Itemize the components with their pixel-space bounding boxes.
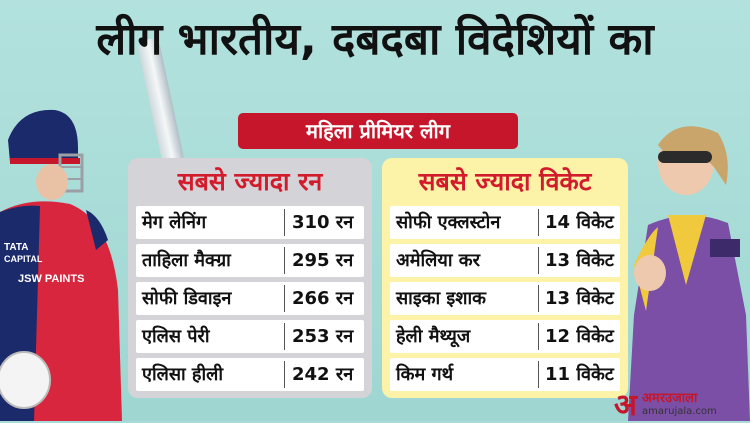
subtitle-banner: महिला प्रीमियर लीग [238, 113, 518, 149]
player-name: सोफी डिवाइन [142, 288, 232, 309]
column-divider [284, 285, 285, 312]
player-name: अमेलिया कर [396, 250, 480, 271]
table-row: किम गर्थ 11 विकेट [390, 358, 620, 391]
logo-url: amarujala.com [642, 406, 717, 417]
column-divider [284, 247, 285, 274]
column-divider [538, 361, 539, 388]
player-name: एलिसा हीली [142, 364, 224, 385]
logo-mark-icon: अ [614, 388, 637, 423]
jersey-sponsor-3: JSW PAINTS [18, 273, 84, 285]
publisher-logo[interactable]: अ अमरउजाला amarujala.com [614, 390, 750, 421]
table-row: हेली मैथ्यूज 12 विकेट [390, 320, 620, 353]
bowler-photo [628, 126, 750, 421]
table-row: अमेलिया कर 13 विकेट [390, 244, 620, 277]
table-row: साइका इशाक 13 विकेट [390, 282, 620, 315]
column-divider [538, 285, 539, 312]
wickets-value: 12 विकेट [545, 326, 614, 347]
table-row: एलिस पेरी 253 रन [136, 320, 364, 353]
most-runs-title: सबसे ज्यादा रन [177, 167, 323, 196]
wickets-value: 13 विकेट [545, 250, 614, 271]
jersey-sponsor-1: TATA [4, 242, 28, 253]
player-name: एलिस पेरी [142, 326, 210, 347]
player-name: मेग लेनिंग [142, 212, 207, 233]
column-divider [284, 209, 285, 236]
column-divider [538, 247, 539, 274]
player-name: किम गर्थ [396, 364, 454, 385]
player-name: साइका इशाक [396, 288, 486, 309]
most-wickets-panel: सबसे ज्यादा विकेट सोफी एक्लस्टोन 14 विके… [382, 158, 628, 398]
runs-value: 266 रन [292, 288, 354, 309]
column-divider [284, 361, 285, 388]
wickets-value: 11 विकेट [545, 364, 614, 385]
table-row: सोफी एक्लस्टोन 14 विकेट [390, 206, 620, 239]
most-wickets-title: सबसे ज्यादा विकेट [418, 167, 592, 196]
most-runs-panel: सबसे ज्यादा रन मेग लेनिंग 310 रन ताहिला … [128, 158, 372, 398]
player-name: ताहिला मैक्ग्रा [142, 250, 231, 271]
table-row: ताहिला मैक्ग्रा 295 रन [136, 244, 364, 277]
headline: लीग भारतीय, दबदबा विदेशियों का [96, 14, 654, 65]
runs-value: 253 रन [292, 326, 354, 347]
runs-value: 310 रन [292, 212, 354, 233]
column-divider [538, 209, 539, 236]
table-row: मेग लेनिंग 310 रन [136, 206, 364, 239]
batter-photo: TATA CAPITAL JSW PAINTS [0, 109, 122, 421]
runs-value: 295 रन [292, 250, 354, 271]
player-name: हेली मैथ्यूज [396, 326, 471, 347]
wickets-value: 13 विकेट [545, 288, 614, 309]
runs-value: 242 रन [292, 364, 354, 385]
column-divider [284, 323, 285, 350]
wickets-value: 14 विकेट [545, 212, 614, 233]
jersey-sponsor-2: CAPITAL [4, 254, 43, 264]
column-divider [538, 323, 539, 350]
table-row: सोफी डिवाइन 266 रन [136, 282, 364, 315]
player-name: सोफी एक्लस्टोन [396, 212, 501, 233]
logo-name: अमरउजाला [642, 391, 698, 406]
table-row: एलिसा हीली 242 रन [136, 358, 364, 391]
